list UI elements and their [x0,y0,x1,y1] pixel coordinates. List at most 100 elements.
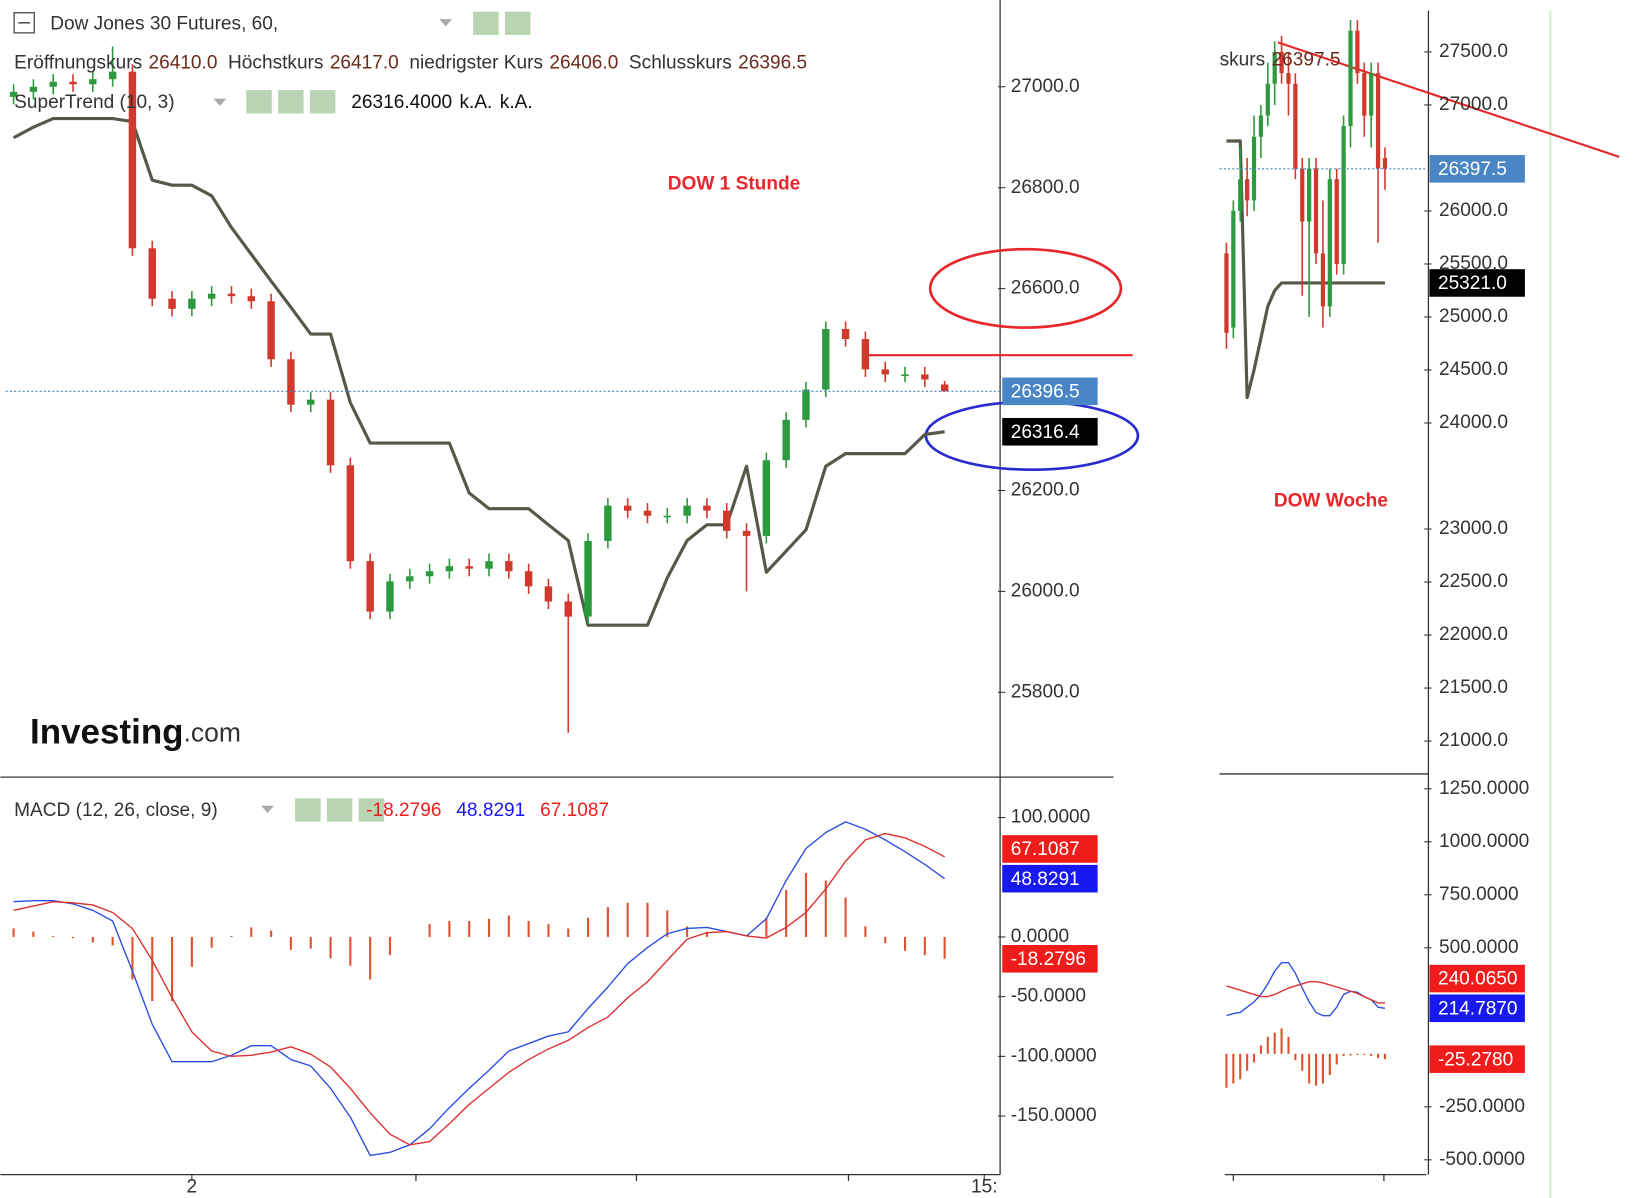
visibility-icon[interactable] [295,798,321,822]
visibility-icon[interactable] [246,90,272,114]
y-tick-label: 22000.0 [1439,624,1508,645]
y-tick-label: 27000.0 [1439,94,1508,115]
candle-body [168,298,176,309]
candle-body [505,561,513,572]
candle-body [861,339,870,370]
y-tick-label: 26800.0 [1011,177,1080,198]
candle-body [247,296,256,302]
indicator-value: 67.1087 [540,800,609,821]
candle-body [841,329,850,340]
remove-icon[interactable] [309,90,336,114]
candle-body [921,374,929,380]
candle-body [623,505,632,511]
indicator-value: k.A. [500,92,533,113]
candle-body [1348,30,1353,127]
y-tick-label: 25500.0 [1439,253,1508,274]
candle-body [1300,168,1305,222]
price-tag [1429,269,1525,297]
indicator-value: k.A. [459,92,492,113]
dropdown-arrow[interactable] [261,805,274,814]
candle-body [425,571,434,577]
y-tick-label: -50.0000 [1011,986,1086,1007]
candle-body [445,566,454,572]
y-tick-label: 1000.0000 [1439,831,1529,852]
y-tick-label: 21500.0 [1439,677,1508,698]
y-tick-label: 26000.0 [1011,580,1080,601]
price-tag [1429,1045,1525,1073]
candle-body [326,399,335,466]
macd-line [13,821,946,1157]
y-tick-label: -500.0000 [1439,1149,1525,1170]
collapse-icon[interactable] [13,12,35,34]
candle-body [1272,51,1277,84]
y-tick-label: 750.0000 [1439,884,1519,905]
candle-body [1224,253,1229,333]
settings-icon[interactable] [505,11,531,35]
candle-body [49,81,57,87]
settings-icon[interactable] [326,798,353,822]
candle-body [69,81,77,85]
y-tick-label: 24500.0 [1439,359,1508,380]
candle-body [1369,73,1374,116]
settings-icon[interactable] [278,90,304,114]
y-tick-label: 26600.0 [1011,278,1080,299]
candle-body [762,460,771,536]
price-tag-label: -25.2780 [1438,1049,1513,1070]
ohlc-info-value: 26396.5 [738,53,807,74]
candle-body [346,465,355,562]
y-tick-label: -250.0000 [1439,1096,1525,1117]
candle-body [881,369,889,375]
price-tag [1429,155,1525,183]
ohlc-info-value: 26397.5 [1272,49,1341,70]
supertrend-line [12,116,945,627]
annotation: DOW 1 Stunde [668,174,801,195]
indicator-value: 26316.4000 [351,92,452,113]
settings-icon[interactable] [473,11,499,35]
ohlc-info-value: 26410.0 [148,53,217,74]
candle-body [465,566,473,569]
y-tick-label: 100.0000 [1011,807,1091,828]
supertrend-line [1226,139,1385,400]
y-tick-label: 24000.0 [1439,412,1508,433]
candle-body [1231,210,1236,328]
indicator-value: -18.2796 [366,800,441,821]
price-tag-label: -18.2796 [1011,949,1086,970]
candle-body [1238,179,1243,211]
chart-layer: 25800.0 26000.0 26200.0 26600.0 26800.0 27000… [5,13,1529,1197]
candle-body [9,91,18,97]
candle-body [822,329,830,390]
y-tick-label: 27500.0 [1439,41,1508,62]
dropdown-arrow[interactable] [439,19,452,27]
x-tick-label: 15: [971,1176,998,1197]
ohlc-info-value: 26406.0 [549,53,618,74]
annotation: DOW Woche [1274,491,1388,512]
candle-body [1362,73,1367,116]
candle-body [227,293,236,297]
y-tick-label: -150.0000 [1011,1105,1097,1126]
price-tag-label: 26396.5 [1011,381,1080,402]
chart-title: Dow Jones 30 Futures, 60, [50,13,278,34]
y-tick-label: 22500.0 [1439,571,1508,592]
candle-body [29,86,38,92]
candle-body [1375,73,1381,169]
candle-body [742,530,751,536]
ohlc-info-label: Schlusskurs [629,53,732,74]
logo: Investing.com [30,713,241,752]
dropdown-arrow[interactable] [213,98,227,107]
candle-body [485,561,493,569]
candle-body [723,510,731,531]
candle-body [1327,179,1332,307]
candle-body [683,505,691,516]
macd-line [1226,981,1385,1004]
y-tick-label: 500.0000 [1439,937,1519,958]
y-tick-label: 23000.0 [1439,518,1508,539]
ohlc-info-label: Eröffnungskurs [14,53,142,74]
price-tag [1002,377,1098,406]
candle-body [1265,83,1270,116]
price-tag-label: 25321.0 [1438,273,1507,294]
remove-icon[interactable] [358,798,385,822]
candle-body [564,601,572,617]
y-tick-label: 1250.0000 [1439,778,1529,799]
candle-body [128,71,137,249]
price-tag [1002,944,1098,973]
